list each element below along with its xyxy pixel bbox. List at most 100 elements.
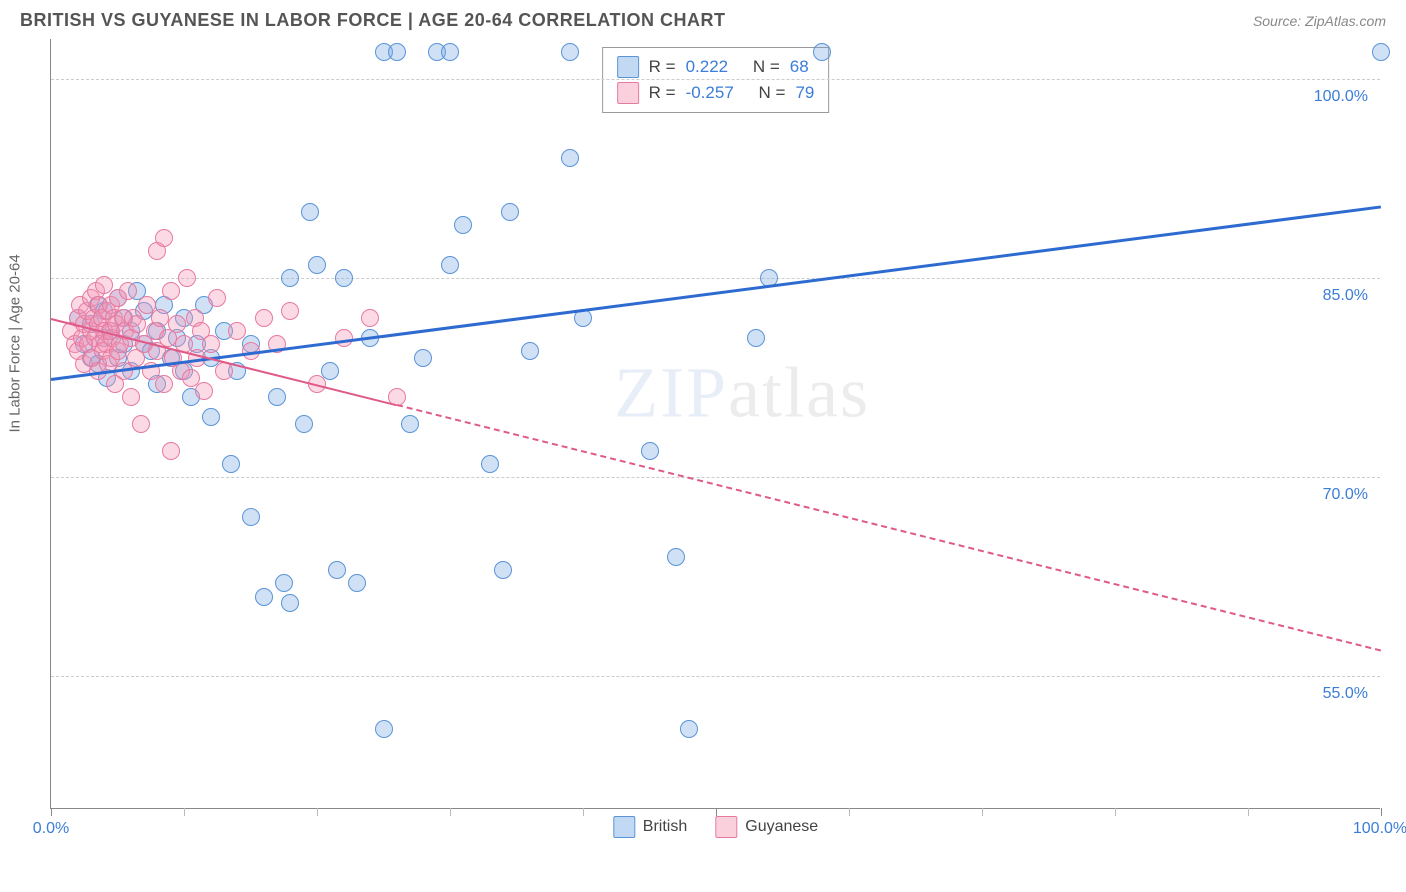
- data-point: [667, 548, 685, 566]
- data-point: [119, 282, 137, 300]
- gridline: [51, 79, 1380, 80]
- x-tick-minor: [849, 808, 850, 816]
- x-tick: [1381, 808, 1382, 816]
- data-point: [268, 388, 286, 406]
- data-point: [208, 289, 226, 307]
- data-point: [813, 43, 831, 61]
- data-point: [155, 229, 173, 247]
- data-point: [501, 203, 519, 221]
- n-value: 79: [795, 83, 814, 103]
- chart-header: BRITISH VS GUYANESE IN LABOR FORCE | AGE…: [0, 0, 1406, 39]
- data-point: [561, 149, 579, 167]
- watermark-bold: ZIP: [614, 352, 728, 432]
- gridline: [51, 477, 1380, 478]
- stats-box: R = 0.222 N = 68 R = -0.257 N = 79: [602, 47, 830, 113]
- bottom-legend: British Guyanese: [613, 816, 818, 838]
- data-point: [281, 594, 299, 612]
- data-point: [747, 329, 765, 347]
- data-point: [178, 269, 196, 287]
- r-value: 0.222: [686, 57, 729, 77]
- data-point: [348, 574, 366, 592]
- y-tick-label: 70.0%: [1319, 486, 1372, 504]
- x-tick-minor: [317, 808, 318, 816]
- legend-label: British: [643, 818, 687, 836]
- data-point: [301, 203, 319, 221]
- r-label: R =: [649, 57, 676, 77]
- n-label: N =: [753, 57, 780, 77]
- x-tick-minor: [184, 808, 185, 816]
- chart-title: BRITISH VS GUYANESE IN LABOR FORCE | AGE…: [20, 10, 725, 31]
- r-value: -0.257: [686, 83, 734, 103]
- legend-label: Guyanese: [745, 818, 818, 836]
- data-point: [202, 408, 220, 426]
- data-point: [641, 442, 659, 460]
- y-tick-label: 100.0%: [1310, 88, 1372, 106]
- data-point: [202, 335, 220, 353]
- plot-wrap: In Labor Force | Age 20-64 ZIPatlas R = …: [20, 39, 1386, 809]
- gridline: [51, 676, 1380, 677]
- x-tick-minor: [1248, 808, 1249, 816]
- data-point: [335, 329, 353, 347]
- data-point: [128, 315, 146, 333]
- x-tick-minor: [982, 808, 983, 816]
- data-point: [281, 269, 299, 287]
- data-point: [561, 43, 579, 61]
- data-point: [388, 43, 406, 61]
- n-label: N =: [759, 83, 786, 103]
- legend-item-british: British: [613, 816, 687, 838]
- legend-swatch-guyanese: [715, 816, 737, 838]
- x-tick-minor: [583, 808, 584, 816]
- watermark: ZIPatlas: [614, 351, 870, 434]
- data-point: [361, 309, 379, 327]
- data-point: [441, 43, 459, 61]
- data-point: [242, 508, 260, 526]
- data-point: [162, 282, 180, 300]
- swatch-guyanese: [617, 82, 639, 104]
- legend-item-guyanese: Guyanese: [715, 816, 818, 838]
- gridline: [51, 278, 1380, 279]
- swatch-british: [617, 56, 639, 78]
- scatter-plot-area: ZIPatlas R = 0.222 N = 68 R = -0.257 N =…: [50, 39, 1380, 809]
- source-label: Source: ZipAtlas.com: [1253, 13, 1386, 29]
- x-tick: [51, 808, 52, 816]
- data-point: [281, 302, 299, 320]
- data-point: [132, 415, 150, 433]
- data-point: [454, 216, 472, 234]
- data-point: [321, 362, 339, 380]
- data-point: [328, 561, 346, 579]
- data-point: [481, 455, 499, 473]
- n-value: 68: [790, 57, 809, 77]
- x-tick-minor: [1115, 808, 1116, 816]
- data-point: [162, 442, 180, 460]
- data-point: [151, 309, 169, 327]
- data-point: [335, 269, 353, 287]
- x-tick-minor: [450, 808, 451, 816]
- data-point: [255, 309, 273, 327]
- y-axis-title: In Labor Force | Age 20-64: [7, 254, 24, 432]
- data-point: [414, 349, 432, 367]
- data-point: [195, 382, 213, 400]
- trend-line: [51, 205, 1381, 381]
- x-axis-min-label: 0.0%: [33, 820, 69, 838]
- data-point: [441, 256, 459, 274]
- x-axis-max-label: 100.0%: [1353, 820, 1406, 838]
- data-point: [494, 561, 512, 579]
- stats-row-british: R = 0.222 N = 68: [617, 54, 815, 80]
- data-point: [521, 342, 539, 360]
- data-point: [275, 574, 293, 592]
- x-tick: [716, 808, 717, 816]
- data-point: [122, 388, 140, 406]
- data-point: [255, 588, 273, 606]
- data-point: [228, 322, 246, 340]
- data-point: [1372, 43, 1390, 61]
- data-point: [222, 455, 240, 473]
- data-point: [155, 375, 173, 393]
- data-point: [401, 415, 419, 433]
- watermark-thin: atlas: [728, 352, 870, 432]
- y-tick-label: 55.0%: [1319, 685, 1372, 703]
- legend-swatch-british: [613, 816, 635, 838]
- r-label: R =: [649, 83, 676, 103]
- data-point: [308, 256, 326, 274]
- data-point: [375, 720, 393, 738]
- stats-row-guyanese: R = -0.257 N = 79: [617, 80, 815, 106]
